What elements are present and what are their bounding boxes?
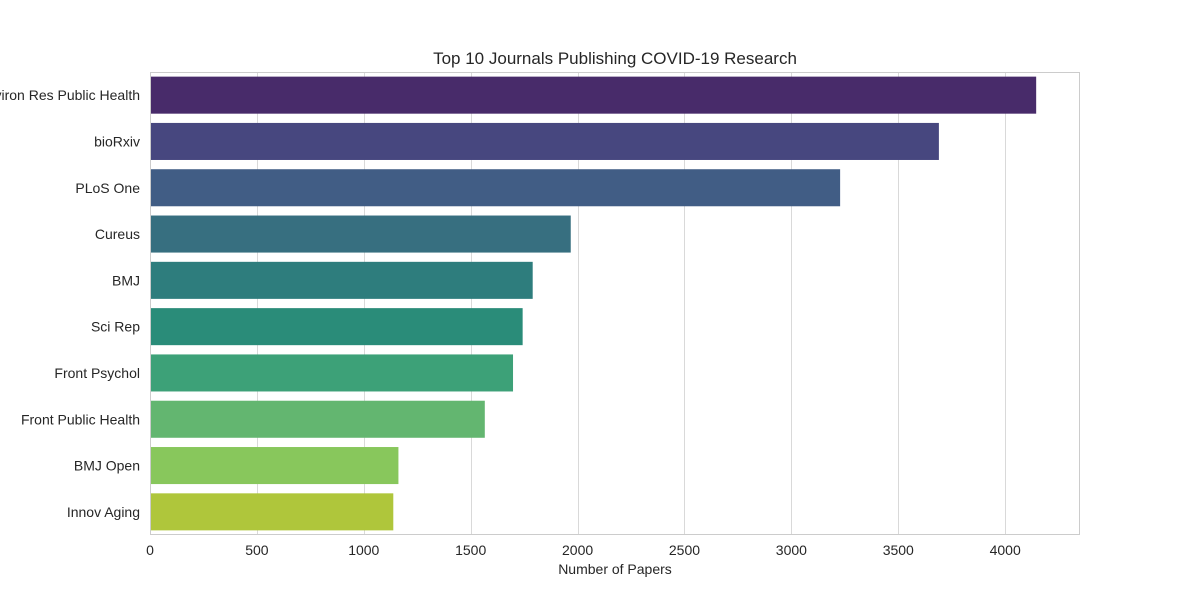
bar: [150, 493, 394, 531]
bar: [150, 122, 939, 160]
bar: [150, 169, 841, 207]
y-tick-label: Front Public Health: [21, 411, 140, 427]
bar: [150, 400, 485, 438]
x-tick-label: 1500: [455, 542, 486, 558]
bar: [150, 261, 533, 299]
y-tick-label: Cureus: [95, 226, 140, 242]
bar: [150, 447, 399, 485]
y-tick-label: BMJ Open: [74, 458, 140, 474]
y-tick-label: PLoS One: [75, 180, 140, 196]
x-tick-label: 500: [245, 542, 269, 558]
y-tick-labels: Int J Environ Res Public Health bioRxiv PL…: [0, 87, 140, 520]
bar: [150, 76, 1037, 114]
x-tick-label: 3500: [883, 542, 914, 558]
plot-frame: [150, 72, 1080, 535]
x-tick-label: 3000: [776, 542, 807, 558]
y-tick-label: BMJ: [112, 272, 140, 288]
bar: [150, 308, 523, 346]
x-tick-label: 1000: [348, 542, 379, 558]
x-tick-label: 2500: [669, 542, 700, 558]
y-tick-label: Innov Aging: [67, 504, 140, 520]
x-tick-label: 4000: [990, 542, 1021, 558]
chart-title: Top 10 Journals Publishing COVID-19 Rese…: [433, 49, 797, 68]
bar: [150, 215, 571, 253]
bars: [150, 76, 1037, 531]
x-axis-label: Number of Papers: [558, 561, 672, 577]
x-tick-label: 0: [146, 542, 154, 558]
x-tick-labels: 0 500 1000 1500 2000 2500 3000 3500 4000: [146, 542, 1021, 558]
y-tick-label: Int J Environ Res Public Health: [0, 87, 140, 103]
x-tick-label: 2000: [562, 542, 593, 558]
y-tick-label: bioRxiv: [94, 133, 140, 149]
y-tick-label: Sci Rep: [91, 319, 140, 335]
y-tick-label: Front Psychol: [54, 365, 140, 381]
bar: [150, 354, 514, 392]
